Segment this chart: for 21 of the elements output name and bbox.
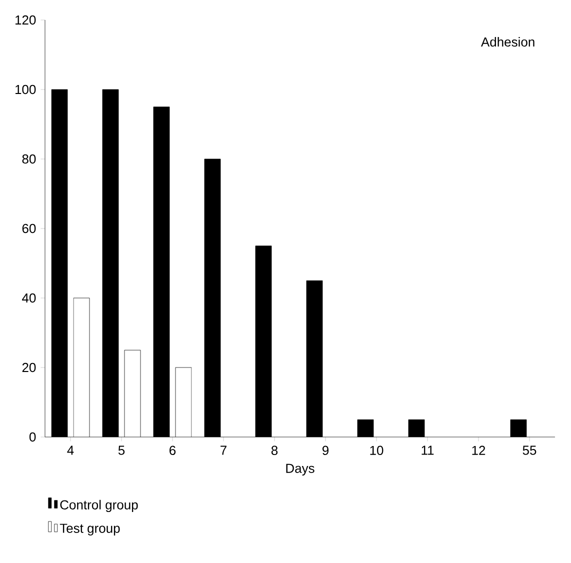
annotation: Adhesion <box>480 37 534 47</box>
y-tick-label: 20 <box>22 362 36 372</box>
x-tick-label: 4 <box>67 446 74 455</box>
y-tick-label: 100 <box>15 84 36 94</box>
legend-label: Control group <box>60 500 138 512</box>
x-tick-label: 55 <box>522 446 536 455</box>
x-tick-label: 11 <box>422 446 434 455</box>
y-tick-label: 120 <box>15 15 36 25</box>
y-tick-label: 40 <box>22 293 36 303</box>
x-tick-label: 9 <box>322 446 328 456</box>
x-tick-label: 10 <box>370 446 384 456</box>
x-axis-title: Days <box>286 464 314 476</box>
y-tick-label: 80 <box>22 154 36 164</box>
x-tick-label: 12 <box>472 446 486 455</box>
x-tick-label: 8 <box>271 446 278 456</box>
x-tick-label: 5 <box>118 446 125 455</box>
y-tick-label: 0 <box>29 432 36 442</box>
x-tick-label: 7 <box>220 446 226 455</box>
x-tick-label: 6 <box>170 446 176 456</box>
legend-label: Test group <box>60 524 120 536</box>
y-tick-label: 60 <box>22 224 36 234</box>
